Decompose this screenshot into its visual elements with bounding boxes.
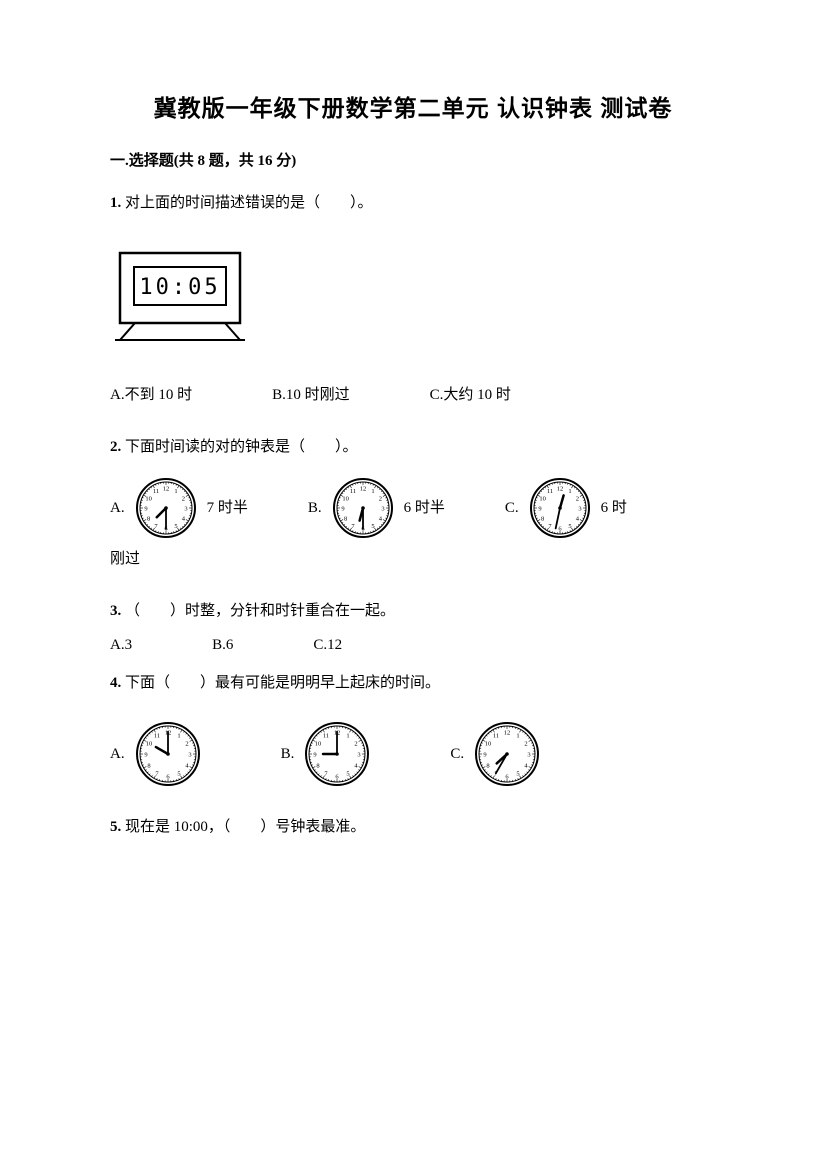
q4-text: 下面（ ）最有可能是明明早上起床的时间。	[125, 675, 440, 691]
question-3: 3. （ ）时整，分针和时针重合在一起。 A.3 B.6 C.12	[110, 599, 716, 657]
svg-text:5: 5	[177, 770, 180, 777]
q4-opt-a-prefix: A.	[110, 742, 125, 766]
q3-option-b: B.6	[212, 633, 233, 657]
svg-text:11: 11	[323, 732, 329, 739]
svg-text:3: 3	[358, 751, 361, 758]
q2-clock-c: 123456789101112	[529, 477, 591, 539]
q2-trail: 刚过	[110, 547, 716, 571]
svg-text:12: 12	[359, 485, 366, 492]
digital-time: 10:05	[139, 275, 220, 300]
svg-text:3: 3	[188, 751, 191, 758]
q4-clock-c: 123456789101112	[474, 721, 540, 787]
svg-text:11: 11	[493, 732, 499, 739]
question-4: 4. 下面（ ）最有可能是明明早上起床的时间。 A. 1234567891011…	[110, 671, 716, 787]
q4-opt-b-prefix: B.	[281, 742, 295, 766]
svg-text:5: 5	[371, 523, 374, 530]
svg-text:8: 8	[344, 515, 347, 522]
svg-text:5: 5	[568, 523, 571, 530]
svg-text:3: 3	[528, 751, 531, 758]
q2-clock-a: 123456789101112	[135, 477, 197, 539]
q4-clock-a: 123456789101112	[135, 721, 201, 787]
q3-number: 3.	[110, 603, 121, 619]
svg-text:9: 9	[314, 751, 317, 758]
svg-text:5: 5	[347, 770, 350, 777]
svg-text:10: 10	[145, 740, 152, 747]
svg-text:12: 12	[162, 485, 169, 492]
question-2: 2. 下面时间读的对的钟表是（ ）。 A. 123456789101112 7 …	[110, 435, 716, 571]
svg-text:10: 10	[342, 495, 349, 502]
svg-text:8: 8	[486, 762, 489, 769]
q3-option-c: C.12	[313, 633, 342, 657]
q2-opt-a-label: 7 时半	[207, 496, 248, 520]
svg-text:2: 2	[575, 495, 578, 502]
q1-option-c: C.大约 10 时	[430, 383, 511, 407]
q1-number: 1.	[110, 195, 121, 211]
svg-text:8: 8	[147, 515, 150, 522]
svg-text:1: 1	[177, 732, 180, 739]
svg-text:12: 12	[556, 485, 563, 492]
svg-text:1: 1	[174, 488, 177, 495]
svg-text:5: 5	[174, 523, 177, 530]
q2-opt-b-prefix: B.	[308, 496, 322, 520]
svg-text:3: 3	[578, 505, 581, 512]
svg-text:2: 2	[525, 740, 528, 747]
q2-opt-c-label: 6 时	[601, 496, 627, 520]
section-heading: 一.选择题(共 8 题，共 16 分)	[110, 149, 716, 173]
q5-number: 5.	[110, 819, 121, 835]
svg-text:11: 11	[153, 732, 159, 739]
digital-clock-image: 10:05	[110, 245, 716, 353]
svg-text:10: 10	[145, 495, 152, 502]
svg-text:1: 1	[371, 488, 374, 495]
svg-text:10: 10	[485, 740, 492, 747]
q1-text: 对上面的时间描述错误的是（ ）。	[125, 195, 373, 211]
svg-text:1: 1	[517, 732, 520, 739]
q3-text: （ ）时整，分针和时针重合在一起。	[125, 603, 395, 619]
svg-text:10: 10	[539, 495, 546, 502]
svg-text:12: 12	[504, 729, 511, 736]
q2-number: 2.	[110, 439, 121, 455]
q1-option-b: B.10 时刚过	[272, 383, 350, 407]
svg-text:10: 10	[315, 740, 322, 747]
svg-text:9: 9	[144, 505, 147, 512]
svg-text:1: 1	[347, 732, 350, 739]
svg-text:1: 1	[568, 488, 571, 495]
q2-text: 下面时间读的对的钟表是（ ）。	[125, 439, 358, 455]
svg-text:9: 9	[538, 505, 541, 512]
q3-option-a: A.3	[110, 633, 132, 657]
svg-text:11: 11	[547, 488, 553, 495]
q2-opt-a-prefix: A.	[110, 496, 125, 520]
svg-text:8: 8	[147, 762, 150, 769]
svg-text:11: 11	[152, 488, 158, 495]
svg-text:8: 8	[317, 762, 320, 769]
q4-clock-b: 123456789101112	[304, 721, 370, 787]
q2-opt-c-prefix: C.	[505, 496, 519, 520]
q4-opt-c-prefix: C.	[450, 742, 464, 766]
q1-options: A.不到 10 时 B.10 时刚过 C.大约 10 时	[110, 383, 716, 407]
svg-text:3: 3	[184, 505, 187, 512]
q4-number: 4.	[110, 675, 121, 691]
svg-text:2: 2	[355, 740, 358, 747]
svg-text:2: 2	[185, 740, 188, 747]
svg-text:3: 3	[381, 505, 384, 512]
q1-option-a: A.不到 10 时	[110, 383, 192, 407]
q5-text: 现在是 10:00，（ ）号钟表最准。	[125, 819, 365, 835]
svg-text:9: 9	[341, 505, 344, 512]
svg-text:2: 2	[378, 495, 381, 502]
svg-text:2: 2	[181, 495, 184, 502]
svg-text:9: 9	[484, 751, 487, 758]
svg-text:5: 5	[517, 770, 520, 777]
svg-text:8: 8	[541, 515, 544, 522]
q2-opt-b-label: 6 时半	[404, 496, 445, 520]
svg-text:9: 9	[144, 751, 147, 758]
page-title: 冀教版一年级下册数学第二单元 认识钟表 测试卷	[110, 90, 716, 127]
svg-text:11: 11	[349, 488, 355, 495]
question-5: 5. 现在是 10:00，（ ）号钟表最准。	[110, 815, 716, 839]
q2-clock-b: 123456789101112	[332, 477, 394, 539]
question-1: 1. 对上面的时间描述错误的是（ ）。 10:05 A.不到 10 时 B.10…	[110, 191, 716, 407]
